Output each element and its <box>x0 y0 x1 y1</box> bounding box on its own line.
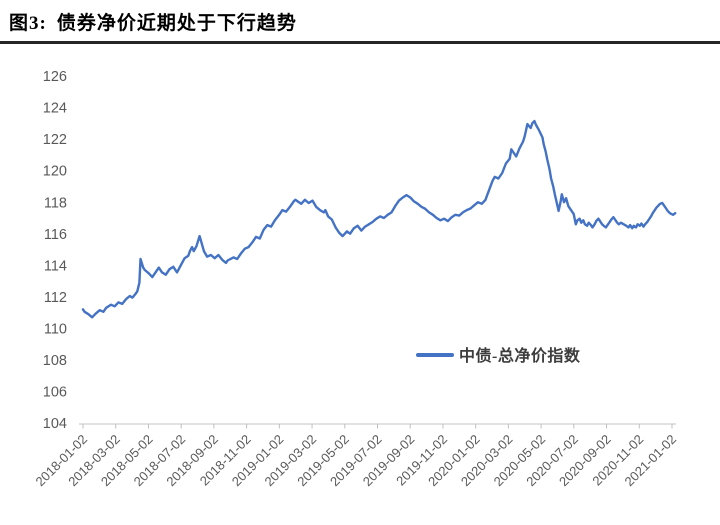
y-axis-tick-label: 122 <box>43 132 67 148</box>
y-axis-tick-label: 114 <box>44 258 67 274</box>
y-axis-tick-label: 110 <box>44 321 67 337</box>
figure-number-label: 图3: <box>9 13 47 34</box>
y-axis-tick-label: 124 <box>43 101 67 117</box>
legend-label: 中债-总净价指数 <box>459 346 581 365</box>
y-axis-tick-label: 104 <box>43 416 67 432</box>
y-axis-tick-label: 108 <box>43 353 67 369</box>
y-axis-tick-label: 106 <box>43 385 67 401</box>
figure-title-text: 债券净价近期处于下行趋势 <box>56 13 297 34</box>
y-axis-tick-label: 120 <box>43 164 67 180</box>
chart-title: 图3: 债券净价近期处于下行趋势 <box>9 8 297 35</box>
y-axis-tick-label: 126 <box>43 69 67 85</box>
title-underline-rule <box>0 41 720 44</box>
bond-index-series-line <box>81 119 677 319</box>
y-axis-tick-label: 112 <box>44 290 67 306</box>
y-axis-tick-label: 118 <box>44 195 67 211</box>
y-axis-tick-label: 116 <box>44 227 67 243</box>
